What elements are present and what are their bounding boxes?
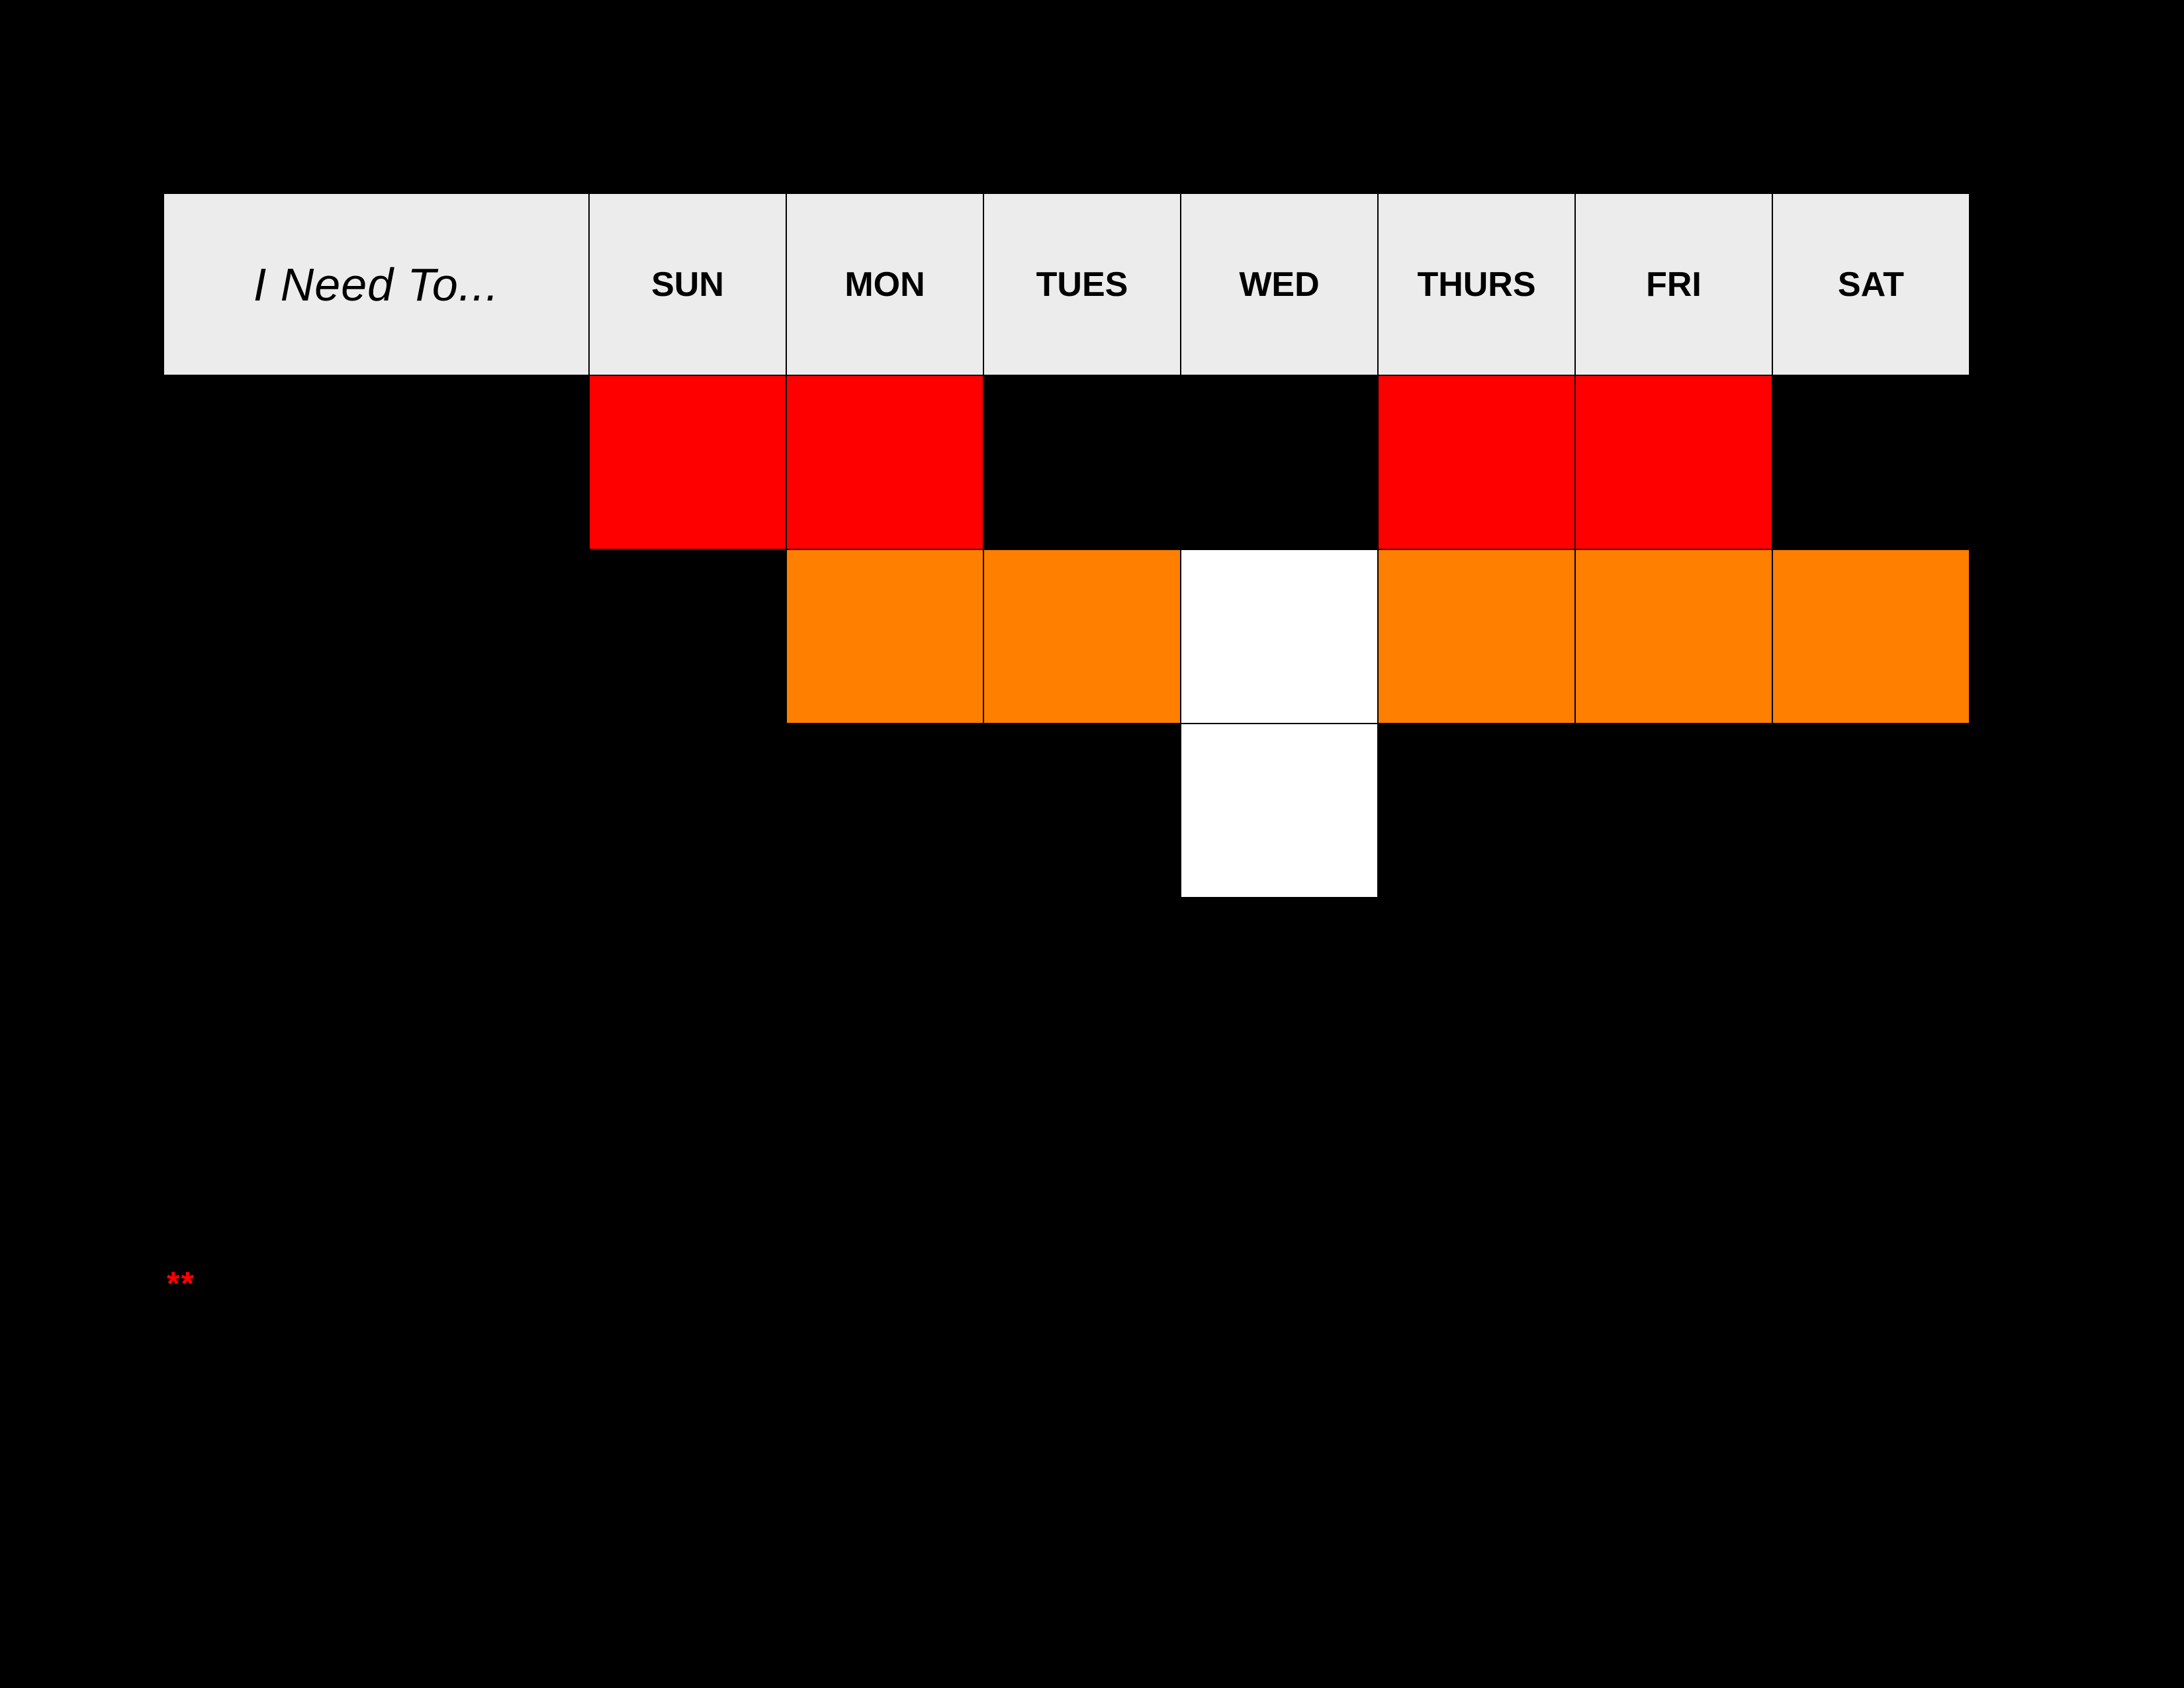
day-label: FRI <box>1646 265 1702 304</box>
header-day-fri: FRI <box>1575 193 1772 375</box>
chart-cell <box>589 549 786 724</box>
chart-cell <box>589 724 786 898</box>
footnote-marker: ** <box>167 1264 195 1303</box>
chart-cell <box>1772 549 1970 724</box>
header-day-thurs: THURS <box>1378 193 1575 375</box>
header-day-mon: MON <box>786 193 983 375</box>
chart-cell <box>1181 549 1378 724</box>
chart-cell <box>1772 724 1970 898</box>
chart-cell <box>786 549 983 724</box>
chart-cell <box>1772 375 1970 549</box>
chart-cell <box>786 375 983 549</box>
chart-cell <box>983 375 1181 549</box>
task-row-2 <box>163 549 1970 724</box>
chart-cell <box>1575 724 1772 898</box>
chore-chart-table: I Need To... SUN MON TUES WED THURS FRI … <box>163 193 1970 898</box>
chart-cell <box>1378 549 1575 724</box>
header-title-cell: I Need To... <box>163 193 589 375</box>
chart-cell <box>983 549 1181 724</box>
chart-cell <box>1575 375 1772 549</box>
chart-cell <box>1378 724 1575 898</box>
task-label-cell <box>163 375 589 549</box>
day-label: SUN <box>651 265 724 304</box>
day-label: WED <box>1239 265 1319 304</box>
header-day-sat: SAT <box>1772 193 1970 375</box>
task-row-1 <box>163 375 1970 549</box>
task-row-3 <box>163 724 1970 898</box>
header-day-tues: TUES <box>983 193 1181 375</box>
chart-cell <box>786 724 983 898</box>
chart-cell <box>1378 375 1575 549</box>
chart-cell <box>1181 375 1378 549</box>
day-label: THURS <box>1417 265 1535 304</box>
day-label: SAT <box>1838 265 1904 304</box>
header-title: I Need To... <box>253 259 499 310</box>
header-day-wed: WED <box>1181 193 1378 375</box>
page: I Need To... SUN MON TUES WED THURS FRI … <box>0 0 2184 1688</box>
task-label-cell <box>163 724 589 898</box>
chart-cell <box>589 375 786 549</box>
day-label: TUES <box>1036 265 1128 304</box>
chart-cell <box>1181 724 1378 898</box>
day-label: MON <box>844 265 925 304</box>
task-label-cell <box>163 549 589 724</box>
chart-cell <box>983 724 1181 898</box>
header-day-sun: SUN <box>589 193 786 375</box>
chart-cell <box>1575 549 1772 724</box>
header-row: I Need To... SUN MON TUES WED THURS FRI … <box>163 193 1970 375</box>
